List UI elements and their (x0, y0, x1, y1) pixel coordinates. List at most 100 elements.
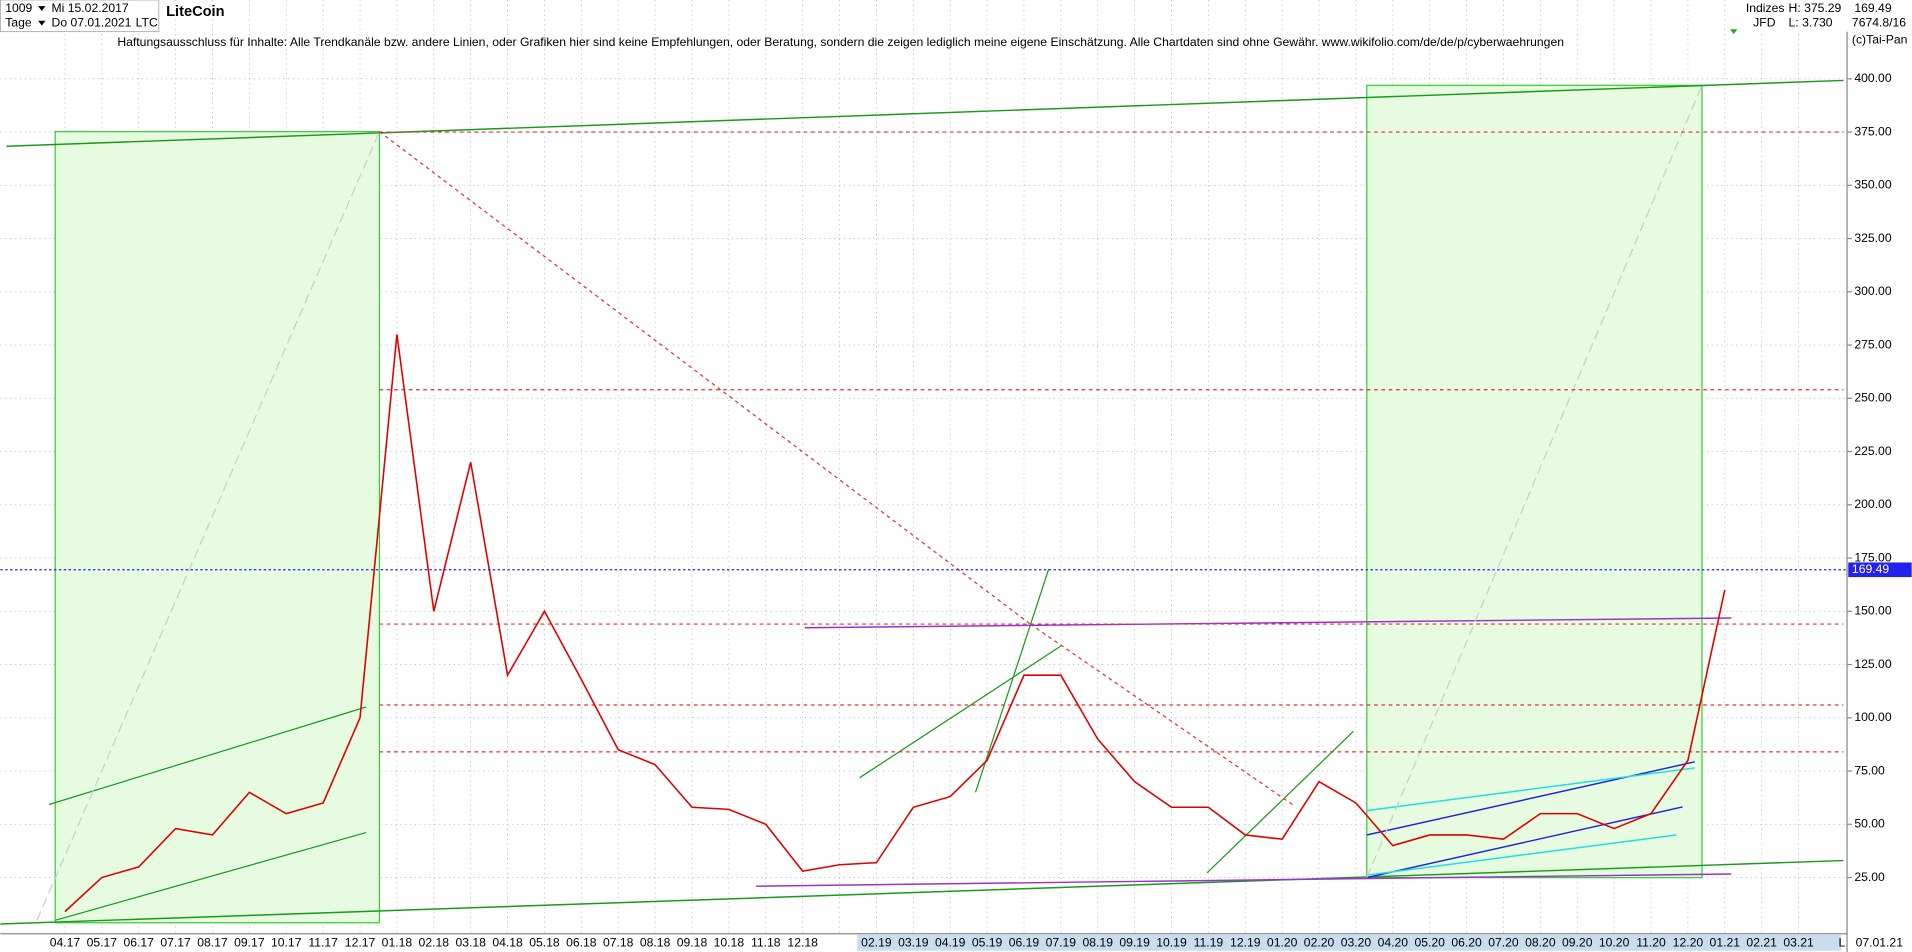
y-tick-label: 150.00 (1854, 604, 1891, 618)
trend-line (48, 706, 367, 806)
trend-line (0, 859, 1844, 925)
x-tick-label: 11.19 (1194, 936, 1224, 950)
y-tick-label: 275.00 (1854, 337, 1891, 351)
x-tick-label: 08.17 (197, 936, 228, 950)
y-tick-label: 125.00 (1854, 657, 1891, 671)
info-box (1741, 0, 1912, 32)
x-tick-label: 01.20 (1267, 936, 1298, 950)
x-tick-label: 08.19 (1083, 936, 1114, 950)
x-tick-label: 02.21 (1746, 936, 1777, 950)
x-tick-label: 12.19 (1230, 936, 1261, 950)
x-tick-label: 08.20 (1525, 936, 1556, 950)
y-tick-label: 225.00 (1854, 444, 1891, 458)
y-tick-label: 325.00 (1854, 231, 1891, 245)
x-tick-label: 04.18 (492, 936, 523, 950)
x-tick-label: 10.20 (1599, 936, 1630, 950)
x-tick-label: 10.18 (714, 936, 745, 950)
x-tick-label: 12.17 (345, 936, 376, 950)
last-price-box (1848, 562, 1912, 578)
x-tick-label: 06.17 (123, 936, 154, 950)
y-tick-label: 175.00 (1854, 550, 1891, 564)
x-tick-label: 04.20 (1378, 936, 1409, 950)
x-tick-label: 07.19 (1046, 936, 1077, 950)
x-tick-label: 03.19 (898, 936, 929, 950)
x-tick-label: 05.18 (529, 936, 560, 950)
y-tick-label: 250.00 (1854, 391, 1891, 405)
symbol: LTC (136, 15, 158, 29)
x-tick-label: 09.17 (234, 936, 265, 950)
trend-line (1366, 806, 1683, 879)
marker (1730, 29, 1738, 35)
x-tick-label: 08.18 (640, 936, 671, 950)
x-tick-label: 11.20 (1636, 936, 1666, 950)
x-tick-label: 06.19 (1009, 936, 1040, 950)
drawn-box (54, 131, 381, 924)
trend-line (36, 131, 380, 921)
x-tick-label: 01.18 (382, 936, 413, 950)
x-tick-label: 11.18 (751, 936, 781, 950)
x-tick-label: 06.20 (1451, 936, 1482, 950)
instrument-name: LiteCoin (166, 4, 225, 20)
trend-line (1366, 834, 1677, 876)
x-tick-label: 07.17 (160, 936, 191, 950)
source: JFD (1753, 15, 1776, 29)
copyright: (c)Tai-Pan (1852, 32, 1907, 46)
trend-line (55, 831, 367, 921)
trend-line (1366, 761, 1695, 836)
x-tick-label: 12.20 (1673, 936, 1704, 950)
x-tick-label: 04.19 (935, 936, 966, 950)
price-line (64, 334, 1726, 913)
trend-line (6, 79, 1844, 148)
x-tick-label: 07.18 (603, 936, 634, 950)
x-tick-label: 10.19 (1156, 936, 1187, 950)
disclaimer: Haftungsausschluss für Inhalte: Alle Tre… (117, 35, 1564, 49)
trend-line (1366, 85, 1703, 878)
y-tick-label: 300.00 (1854, 284, 1891, 298)
trend-line (804, 617, 1732, 629)
period[interactable]: Tage (5, 15, 32, 29)
x-tick-label: 03.18 (455, 936, 486, 950)
y-tick-label: 375.00 (1854, 124, 1891, 138)
count[interactable]: 1009 (5, 1, 32, 15)
trend-line (756, 873, 1732, 887)
high: H: 375.29 (1789, 1, 1842, 15)
x-tick-label: 09.20 (1562, 936, 1593, 950)
trend-line (1366, 767, 1695, 812)
y-tick-label: 200.00 (1854, 497, 1891, 511)
x-tick-label: 11.17 (308, 936, 338, 950)
x-tick-label: 09.18 (677, 936, 708, 950)
trend-line (1206, 730, 1354, 874)
trend-line (379, 131, 1031, 625)
start-date: Mi 15.02.2017 (52, 1, 129, 15)
trend-line (859, 645, 1062, 779)
x-tick-label: 05.20 (1414, 936, 1445, 950)
x-tick-label: 10.17 (271, 936, 302, 950)
trend-line (1030, 623, 1293, 806)
trend-line (974, 569, 1050, 793)
last: 169.49 (1854, 1, 1891, 15)
x-tick-label: 06.18 (566, 936, 597, 950)
y-tick-label: 100.00 (1854, 710, 1891, 724)
x-tick-label: 04.17 (50, 936, 81, 950)
end-date: Do 07.01.2021 (52, 15, 132, 29)
last-date: 07.01.21 (1856, 936, 1904, 950)
x-tick-label: 02.20 (1304, 936, 1335, 950)
index-group: Indizes (1746, 1, 1785, 15)
plot-layer (0, 131, 1848, 913)
last-price-label: 169.49 (1852, 562, 1889, 576)
y-tick-label: 75.00 (1854, 763, 1885, 777)
x-tick-label: 12.18 (787, 936, 818, 950)
y-tick-label: 25.00 (1854, 870, 1885, 884)
dropdown-arrow (38, 6, 46, 26)
x-tick-label: 07.20 (1488, 936, 1519, 950)
x-tick-label: 02.19 (861, 936, 892, 950)
low: L: 3.730 (1789, 15, 1833, 29)
x-tick-label: 03.20 (1341, 936, 1372, 950)
x-tick-label: 03.21 (1783, 936, 1814, 950)
scale-mode: L (1839, 936, 1846, 950)
x-tick-label: 02.18 (419, 936, 450, 950)
y-tick-label: 50.00 (1854, 817, 1885, 831)
header-box (0, 0, 160, 33)
